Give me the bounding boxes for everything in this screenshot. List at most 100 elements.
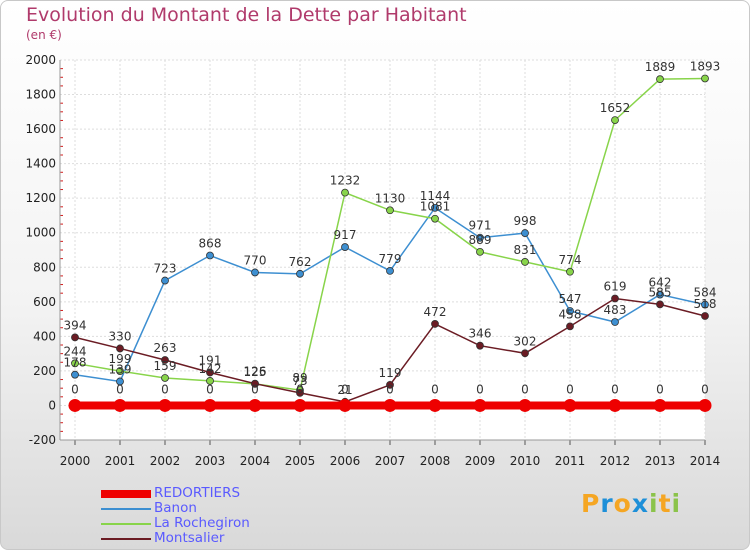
data-point-montsalier — [251, 379, 259, 388]
x-tick-label: 2003 — [195, 454, 226, 468]
data-label-redortiers: 0 — [611, 382, 619, 396]
data-label-banon: 642 — [649, 276, 672, 290]
legend-item-la-rochegiron: La Rochegiron — [101, 515, 301, 531]
data-point-redortiers — [68, 398, 82, 412]
data-point-montsalier — [566, 322, 574, 331]
x-tick-label: 2008 — [420, 454, 451, 468]
y-tick-label: 600 — [33, 295, 56, 309]
data-point-la-rochegiron — [386, 206, 394, 215]
x-tick-label: 2001 — [105, 454, 136, 468]
data-label-la-rochegiron: 89 — [292, 371, 307, 385]
logo-letter: r — [600, 489, 614, 518]
x-tick-label: 2010 — [510, 454, 541, 468]
y-tick-label: 1800 — [25, 88, 56, 102]
data-point-redortiers — [113, 398, 127, 412]
data-label-la-rochegiron: 1652 — [600, 101, 631, 115]
data-label-la-rochegiron: 125 — [244, 365, 267, 379]
legend-swatch — [101, 523, 151, 525]
x-tick-label: 2002 — [150, 454, 181, 468]
data-label-redortiers: 0 — [386, 382, 394, 396]
data-label-la-rochegiron: 199 — [109, 352, 132, 366]
data-label-montsalier: 458 — [559, 307, 582, 321]
data-point-redortiers — [563, 398, 577, 412]
logo-letter: t — [658, 489, 672, 518]
data-point-la-rochegiron — [656, 75, 664, 84]
data-point-redortiers — [158, 398, 172, 412]
data-label-montsalier: 73 — [292, 374, 307, 388]
data-point-montsalier — [701, 312, 709, 320]
x-tick-label: 2007 — [375, 454, 406, 468]
data-label-redortiers: 0 — [431, 382, 439, 396]
data-point-banon — [116, 377, 124, 386]
data-label-redortiers: 0 — [566, 382, 574, 396]
data-label-la-rochegiron: 1232 — [330, 174, 361, 188]
data-label-redortiers: 0 — [206, 382, 214, 396]
data-label-banon: 762 — [289, 255, 312, 269]
data-point-banon — [476, 233, 484, 242]
data-point-la-rochegiron — [566, 267, 574, 276]
data-point-redortiers — [428, 398, 442, 412]
data-label-la-rochegiron: 159 — [154, 359, 177, 373]
data-point-montsalier — [431, 320, 439, 328]
data-label-la-rochegiron: 1893 — [690, 59, 721, 73]
data-point-montsalier — [71, 333, 79, 342]
data-point-montsalier — [521, 349, 529, 358]
data-point-banon — [566, 307, 574, 315]
y-tick-label: 0 — [48, 398, 56, 412]
data-label-la-rochegiron: 142 — [199, 362, 222, 376]
data-label-la-rochegiron: 831 — [514, 243, 537, 257]
plot-area — [60, 60, 705, 440]
data-label-montsalier: 126 — [244, 365, 267, 379]
data-label-banon: 547 — [559, 292, 582, 306]
y-tick-label: 1400 — [25, 157, 56, 171]
data-point-redortiers — [293, 398, 307, 412]
data-point-la-rochegiron — [431, 214, 439, 223]
data-point-la-rochegiron — [206, 377, 214, 385]
data-label-montsalier: 346 — [469, 327, 492, 341]
chart-subtitle: (en €) — [26, 28, 62, 42]
data-label-redortiers: 0 — [341, 382, 349, 396]
data-point-redortiers — [653, 398, 667, 412]
data-point-banon — [161, 276, 169, 285]
legend-swatch — [101, 538, 151, 540]
x-tick-label: 2012 — [600, 454, 631, 468]
data-point-redortiers — [608, 398, 622, 412]
x-tick-label: 2013 — [645, 454, 676, 468]
x-tick-label: 2004 — [240, 454, 271, 468]
y-tick-label: 400 — [33, 329, 56, 343]
legend-label: La Rochegiron — [154, 515, 250, 531]
data-label-montsalier: 21 — [337, 383, 352, 397]
data-label-banon: 770 — [244, 253, 267, 267]
legend-label: REDORTIERS — [154, 485, 241, 501]
legend-item-banon: Banon — [101, 500, 301, 516]
data-label-banon: 971 — [469, 219, 492, 233]
data-point-banon — [341, 243, 349, 251]
logo-letter: i — [649, 489, 659, 518]
data-point-montsalier — [296, 388, 304, 397]
data-point-la-rochegiron — [701, 74, 709, 83]
data-label-montsalier: 302 — [514, 334, 537, 348]
data-label-banon: 139 — [109, 362, 132, 376]
data-label-banon: 998 — [514, 214, 537, 228]
proxiti-logo: Proxiti — [581, 489, 681, 518]
legend-item-redortiers: REDORTIERS — [101, 485, 301, 501]
data-point-banon — [386, 266, 394, 275]
y-tick-label: -200 — [29, 433, 56, 447]
data-label-redortiers: 0 — [116, 382, 124, 396]
logo-letter: o — [613, 489, 632, 518]
data-label-montsalier: 619 — [604, 280, 627, 294]
data-point-montsalier — [206, 368, 214, 377]
data-label-redortiers: 0 — [71, 382, 79, 396]
data-point-redortiers — [698, 398, 712, 412]
data-point-redortiers — [518, 398, 532, 412]
x-tick-label: 2006 — [330, 454, 361, 468]
logo-letter: i — [671, 489, 682, 518]
legend-label: Montsalier — [154, 530, 225, 546]
data-label-montsalier: 191 — [199, 353, 222, 367]
data-label-redortiers: 0 — [521, 382, 529, 396]
data-point-banon — [611, 318, 619, 326]
chart-title: Evolution du Montant de la Dette par Hab… — [26, 4, 467, 26]
data-label-montsalier: 585 — [649, 285, 672, 299]
logo-letter: x — [631, 489, 649, 518]
